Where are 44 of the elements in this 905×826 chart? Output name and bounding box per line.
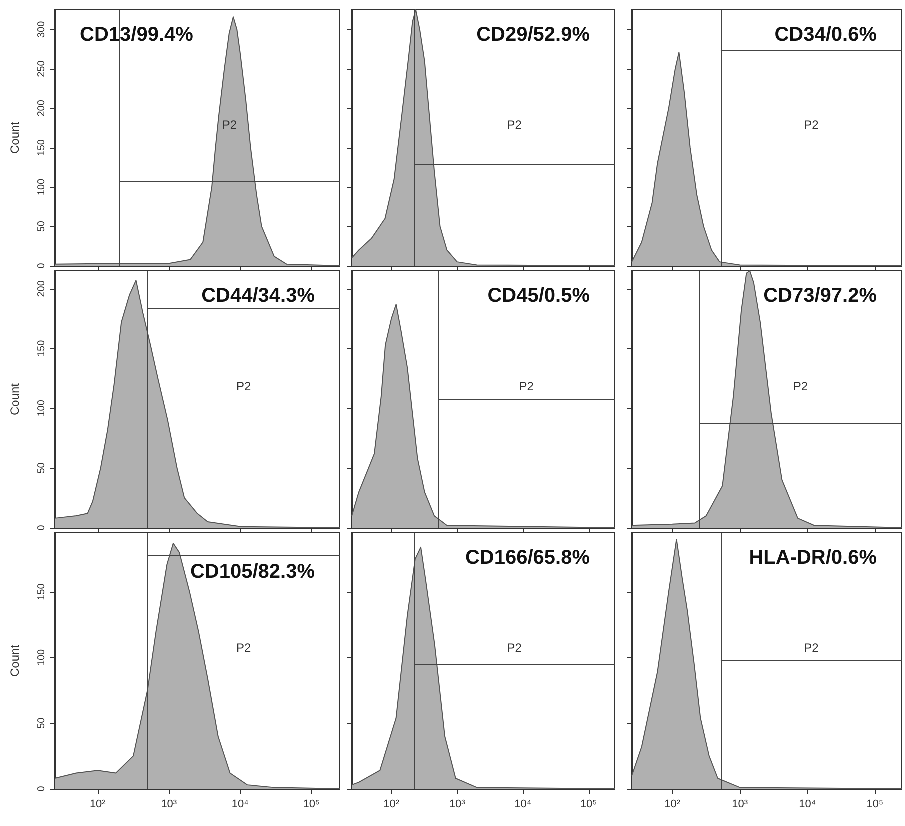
x-tick-label: 10³ [161,798,178,810]
text: CD73/97.2% [764,285,878,307]
x-tick-label: 10² [90,798,106,810]
y-axis-title: Count [8,121,22,154]
y-tick-label: 100 [36,178,48,196]
y-tick-label: 50 [36,462,48,474]
x-tick-label: 10³ [732,798,748,810]
text: CD45/0.5% [488,285,590,307]
ref-line-label: P2 [519,380,534,394]
y-tick-label: 50 [36,717,48,729]
y-tick-label: 150 [36,340,48,358]
y-axis-title: Count [8,382,22,416]
x-tick-label: 10⁵ [580,798,598,810]
ref-line-label: P2 [804,118,820,132]
text: CD105/82.3% [190,561,316,583]
ref-line-label: P2 [804,641,820,656]
x-tick-label: 10² [384,798,400,810]
ref-line-label: P2 [236,380,252,394]
x-tick-label: 10⁴ [232,798,250,810]
text: HLA-DR/0.6% [749,547,878,569]
x-tick-label: 10⁵ [303,798,320,810]
y-tick-label: 150 [36,583,48,600]
y-tick-label: 0 [36,262,48,269]
y-tick-label: 250 [36,60,48,78]
y-tick-label: 100 [36,648,48,666]
ref-line-label: P2 [793,380,808,394]
y-tick-label: 300 [36,20,48,38]
x-tick-label: 10⁴ [799,798,816,810]
text: CD44/34.3% [202,285,316,307]
y-tick-label: 50 [36,220,48,232]
y-tick-label: 200 [36,280,48,298]
x-tick-label: 10³ [449,798,466,810]
y-axis-title: Count [8,644,22,678]
x-tick-label: 10⁴ [514,798,532,810]
ref-line-label: P2 [222,118,238,132]
x-tick-label: 10⁵ [866,798,884,810]
y-tick-label: 0 [36,524,48,531]
y-tick-label: 100 [36,400,48,417]
y-tick-label: 200 [36,100,48,117]
x-tick-label: 10² [664,798,681,810]
y-tick-label: 0 [36,786,48,792]
text: CD34/0.6% [774,24,878,46]
ref-line-label: P2 [236,641,252,656]
y-tick-label: 150 [36,139,48,156]
